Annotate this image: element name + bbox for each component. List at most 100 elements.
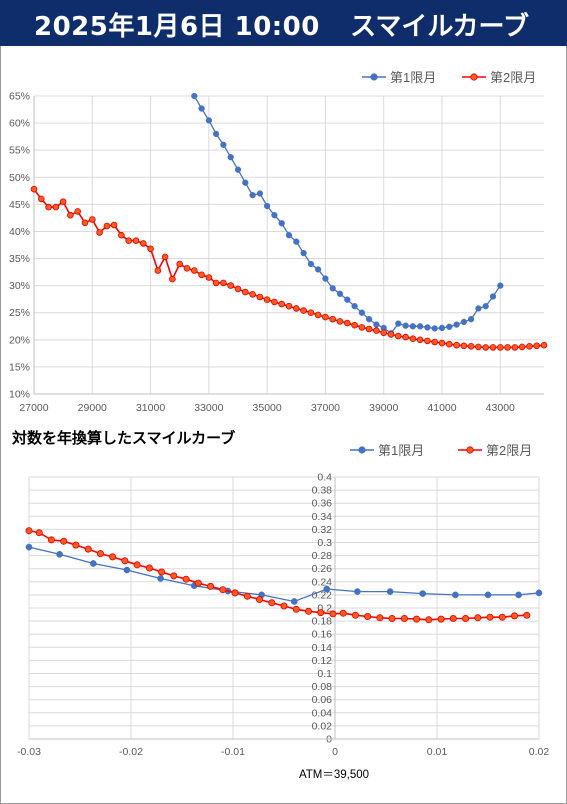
data-point-series-1 xyxy=(460,318,468,326)
data-point-series-2 xyxy=(376,614,384,622)
x-axis-label: ATM＝39,500 xyxy=(299,769,369,781)
chart-title: 対数を年換算したスマイルカーブ xyxy=(11,429,235,447)
data-point-series-1 xyxy=(329,285,336,292)
data-point-series-2 xyxy=(292,305,300,312)
data-point-series-2 xyxy=(467,342,475,350)
data-point-series-2 xyxy=(154,267,162,274)
data-point-series-1 xyxy=(290,598,298,605)
data-point-series-2 xyxy=(84,545,92,553)
legend-marker-1 xyxy=(370,73,378,81)
y-tick-label: 0.38 xyxy=(312,485,333,497)
legend-marker-2 xyxy=(466,446,474,454)
data-point-series-1 xyxy=(191,92,198,100)
y-tick-label: 50% xyxy=(9,172,30,184)
data-point-series-1 xyxy=(424,324,431,331)
data-point-series-2 xyxy=(89,216,96,223)
y-tick-label: 0.18 xyxy=(312,616,333,628)
data-point-series-2 xyxy=(198,271,205,279)
x-tick-label: -0.01 xyxy=(221,746,245,758)
data-point-series-1 xyxy=(409,323,417,330)
y-tick-label: 0.32 xyxy=(312,524,333,536)
data-point-series-1 xyxy=(419,590,427,597)
data-point-series-1 xyxy=(515,591,522,599)
data-point-series-2 xyxy=(364,612,372,620)
data-point-series-2 xyxy=(158,568,166,576)
y-tick-label: 0.4 xyxy=(317,472,332,484)
data-point-series-2 xyxy=(424,337,431,345)
y-tick-label: 0.34 xyxy=(312,511,333,523)
data-point-series-2 xyxy=(67,211,74,219)
y-tick-label: 60% xyxy=(9,118,30,130)
data-point-series-1 xyxy=(386,588,394,595)
y-tick-label: 0.08 xyxy=(312,681,333,693)
y-tick-label: 0.06 xyxy=(312,694,333,706)
y-tick-label: 0.14 xyxy=(312,642,333,654)
data-point-series-2 xyxy=(504,344,511,351)
data-point-series-1 xyxy=(89,560,97,567)
data-point-series-2 xyxy=(35,529,43,537)
data-point-series-1 xyxy=(212,130,220,138)
data-point-series-1 xyxy=(446,323,453,330)
x-tick-label: 33000 xyxy=(194,402,223,414)
data-point-series-2 xyxy=(292,605,300,613)
data-point-series-2 xyxy=(103,222,111,230)
data-point-series-1 xyxy=(484,591,492,599)
data-point-series-1 xyxy=(402,322,409,329)
data-point-series-2 xyxy=(227,282,235,289)
data-point-series-1 xyxy=(438,324,446,332)
data-point-series-1 xyxy=(431,325,438,332)
data-point-series-2 xyxy=(511,344,519,351)
data-point-series-2 xyxy=(373,327,380,334)
data-point-series-1 xyxy=(344,296,351,303)
data-point-series-2 xyxy=(133,561,141,569)
y-tick-label: 45% xyxy=(9,199,30,211)
data-point-series-2 xyxy=(498,613,506,621)
data-point-series-2 xyxy=(219,586,227,594)
y-tick-label: 0.28 xyxy=(312,550,333,562)
data-point-series-2 xyxy=(533,342,540,350)
y-tick-label: 65% xyxy=(9,91,30,103)
data-point-series-2 xyxy=(438,339,446,347)
data-point-series-2 xyxy=(132,237,140,245)
x-tick-label: 39000 xyxy=(369,402,398,414)
y-tick-label: 0.24 xyxy=(312,576,333,588)
header-date: 2025年1月6日 10:00 xyxy=(34,12,320,42)
data-point-series-1 xyxy=(293,238,300,245)
legend-label-2: 第2限月 xyxy=(486,443,532,458)
data-point-series-2 xyxy=(413,615,421,623)
data-point-series-2 xyxy=(81,219,89,227)
data-point-series-2 xyxy=(220,279,227,287)
legend-marker-1 xyxy=(358,446,366,454)
data-point-series-2 xyxy=(72,541,80,549)
y-tick-label: 0.12 xyxy=(312,655,333,667)
data-point-series-2 xyxy=(307,309,315,317)
y-tick-label: 0.1 xyxy=(317,668,332,680)
data-point-series-2 xyxy=(425,616,433,624)
data-point-series-2 xyxy=(365,325,373,333)
data-point-series-2 xyxy=(191,267,198,274)
y-tick-label: 0.04 xyxy=(312,707,333,719)
data-point-series-1 xyxy=(314,266,322,273)
data-point-series-2 xyxy=(74,208,81,215)
data-point-series-1 xyxy=(535,589,543,597)
data-point-series-2 xyxy=(329,315,337,323)
data-point-series-2 xyxy=(351,321,358,329)
x-tick-label: 41000 xyxy=(427,402,456,414)
data-point-series-2 xyxy=(45,203,52,211)
data-point-series-1 xyxy=(263,202,271,210)
y-tick-label: 15% xyxy=(9,361,30,373)
data-point-series-1 xyxy=(336,290,344,297)
data-point-series-2 xyxy=(317,609,325,617)
data-point-series-1 xyxy=(489,293,497,300)
x-tick-label: 0 xyxy=(332,746,338,758)
data-point-series-2 xyxy=(336,318,344,325)
data-point-series-2 xyxy=(183,265,191,272)
data-point-series-2 xyxy=(540,341,548,349)
x-tick-label: 35000 xyxy=(253,402,282,414)
data-point-series-2 xyxy=(271,298,278,306)
data-point-series-2 xyxy=(25,527,33,535)
y-tick-label: 20% xyxy=(9,334,30,346)
x-tick-label: 31000 xyxy=(136,402,165,414)
x-tick-label: 0.02 xyxy=(529,746,550,758)
data-point-series-2 xyxy=(121,557,129,565)
